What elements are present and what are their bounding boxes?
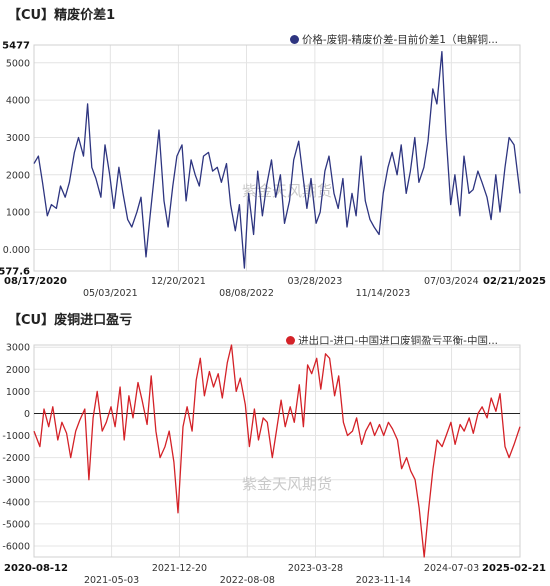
series-line: [33, 50, 521, 269]
spread-chart-plot: 5477500040003000200010000.000-577.6紫金天风期…: [0, 41, 546, 300]
x-tick-label: 08/08/2022: [219, 288, 274, 299]
legend-marker-icon: [286, 336, 296, 345]
x-tick-label: 2025-02-21: [482, 563, 546, 574]
y-tick-label: 2000: [6, 365, 30, 376]
y-tick-label: -2000: [2, 453, 30, 464]
x-tick-label: 11/14/2023: [356, 288, 411, 299]
plot-frame: [33, 344, 521, 558]
y-tick-label: 3000: [6, 343, 30, 354]
y-tick-label: -3000: [2, 475, 30, 486]
y-tick-label: 4000: [6, 96, 30, 107]
import-profit-chart-title: 【CU】废铜进口盈亏: [8, 313, 133, 328]
x-tick-label: 2021-12-20: [152, 563, 207, 574]
y-tick-label: 5477: [2, 41, 30, 52]
legend-marker-icon: [289, 35, 299, 44]
y-tick-label: -577.6: [0, 267, 30, 278]
x-tick-label: 2024-07-03: [424, 563, 479, 574]
y-tick-label: 5000: [6, 58, 30, 69]
y-tick-label: 1000: [6, 208, 30, 219]
y-tick-label: 2000: [6, 170, 30, 181]
x-tick-label: 03/28/2023: [287, 276, 342, 287]
x-tick-label: 2023-03-28: [288, 563, 343, 574]
x-tick-label: 2021-05-03: [84, 575, 139, 586]
y-tick-label: -6000: [2, 541, 30, 552]
y-tick-label: -4000: [2, 497, 30, 508]
import-profit-chart-legend[interactable]: 进出口-进口-中国进口废铜盈亏平衡-中国...: [286, 333, 498, 348]
x-tick-label: 08/17/2020: [4, 276, 67, 287]
x-tick-label: 2022-08-08: [220, 575, 275, 586]
y-tick-label: -5000: [2, 519, 30, 530]
import-profit-legend-label: 进出口-进口-中国进口废铜盈亏平衡-中国...: [298, 335, 498, 347]
x-tick-label: 2023-11-14: [356, 575, 411, 586]
watermark-text: 紫金天风期货: [242, 475, 332, 493]
spread-legend-label: 价格-废铜-精废价差-目前价差1（电解铜...: [301, 34, 498, 46]
plot-frame: [33, 44, 521, 272]
y-tick-label: 3000: [6, 133, 30, 144]
y-tick-label: 0.000: [3, 245, 30, 256]
import-profit-chart-plot: 3000 2000 1000 0 -1000 -2000 -3000 -4000 -5000 -6…: [2, 343, 546, 586]
spread-chart-title: 【CU】精废价差1: [8, 8, 116, 23]
spread-chart-panel: 【CU】精废价差1 价格-废铜-精废价差-目前价差1（电解铜... 5477 50…: [0, 8, 546, 300]
y-tick-label: -1000: [2, 431, 30, 442]
x-tick-label: 02/21/2025: [483, 276, 546, 287]
x-tick-label: 07/03/2024: [424, 276, 479, 287]
x-tick-label: 2020-08-12: [4, 563, 68, 574]
x-tick-label: 12/20/2021: [151, 276, 206, 287]
y-tick-label: 1000: [6, 387, 30, 398]
x-tick-label: 05/03/2021: [83, 288, 138, 299]
import-profit-chart-panel: 【CU】废铜进口盈亏 进出口-进口-中国进口废铜盈亏平衡-中国... 3000 2…: [0, 305, 550, 586]
series-line: [33, 344, 521, 558]
spread-chart-legend[interactable]: 价格-废铜-精废价差-目前价差1（电解铜...: [289, 32, 498, 47]
y-tick-label: 0: [24, 409, 30, 420]
